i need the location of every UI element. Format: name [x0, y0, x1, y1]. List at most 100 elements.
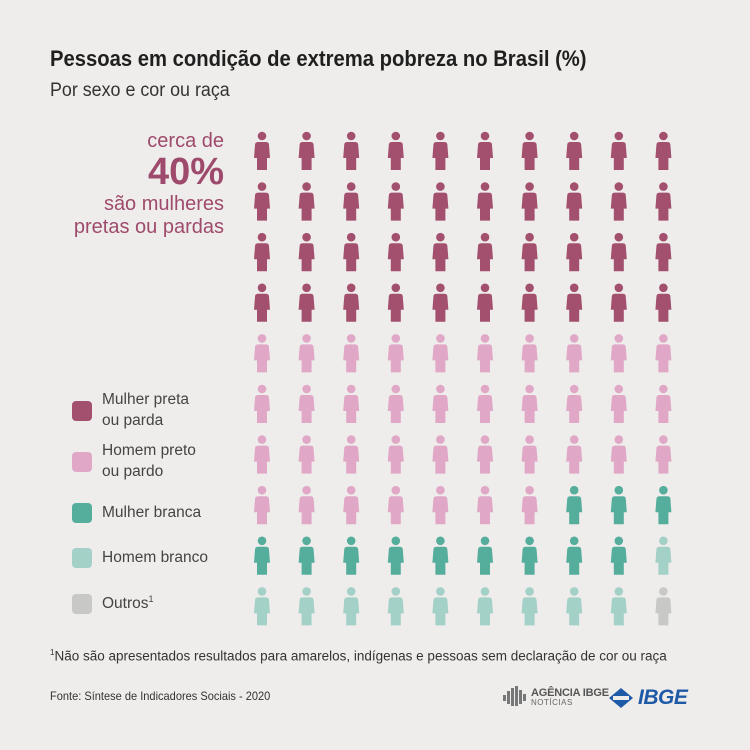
person-icon	[387, 131, 404, 170]
person-icon	[432, 587, 449, 626]
person-icon	[566, 384, 583, 423]
person-icon	[477, 384, 493, 423]
person-icon	[387, 384, 404, 423]
legend-swatch	[72, 400, 92, 421]
person-icon	[254, 435, 270, 474]
person-icon	[521, 283, 538, 322]
person-icon	[387, 334, 404, 373]
person-icon	[477, 536, 493, 575]
person-icon	[655, 283, 672, 322]
person-icon	[343, 536, 360, 575]
person-icon	[343, 384, 360, 423]
legend-label: Mulher branca	[102, 504, 202, 521]
person-icon	[432, 131, 449, 170]
person-icon	[655, 587, 672, 626]
source-note: Fonte: Síntese de Indicadores Sociais - …	[50, 689, 271, 703]
legend-item-outros: Outros1	[72, 593, 154, 615]
person-icon	[566, 485, 583, 525]
agencia-logo-line1: AGÊNCIA IBGE	[531, 686, 609, 699]
person-icon	[432, 536, 449, 575]
ibge-logo: IBGE	[607, 686, 688, 710]
callout-line4: pretas ou pardas	[73, 215, 224, 238]
person-icon	[432, 182, 449, 221]
person-icon	[610, 334, 627, 373]
person-icon	[477, 587, 493, 626]
callout-line3: são mulheres	[103, 192, 224, 215]
agencia-ibge-logo: AGÊNCIA IBGE NOTÍCIAS	[503, 686, 609, 708]
person-icon	[298, 182, 315, 221]
person-icon	[655, 485, 672, 525]
person-icon	[298, 283, 315, 322]
person-icon	[566, 435, 583, 474]
legend-swatch	[72, 594, 92, 615]
person-icon	[254, 283, 270, 322]
legend-label: Mulher preta ou parda	[102, 391, 190, 429]
person-icon	[610, 485, 627, 525]
person-icon	[387, 232, 404, 272]
ibge-logo-text: IBGE	[638, 686, 688, 709]
person-icon	[610, 182, 627, 221]
person-icon	[387, 283, 404, 322]
person-icon	[477, 435, 493, 474]
person-icon	[432, 334, 449, 373]
person-icon	[254, 232, 270, 272]
footnote: 1Não são apresentados resultados para am…	[50, 648, 667, 664]
icon-array-chart	[254, 131, 672, 626]
ibge-logo-icon	[609, 688, 633, 708]
person-icon	[298, 131, 315, 170]
person-icon	[566, 283, 583, 322]
person-icon	[432, 283, 449, 322]
person-icon	[521, 232, 538, 272]
person-icon	[610, 232, 627, 272]
person-icon	[254, 334, 270, 373]
person-icon	[343, 232, 360, 272]
person-icon	[521, 435, 538, 474]
person-icon	[432, 435, 449, 474]
person-icon	[477, 182, 493, 221]
person-icon	[610, 536, 627, 575]
person-icon	[343, 182, 360, 221]
legend-label: Outros1	[102, 594, 154, 613]
person-icon	[298, 587, 315, 626]
person-icon	[254, 587, 270, 626]
legend-swatch	[72, 451, 92, 472]
person-icon	[477, 485, 493, 525]
person-icon	[566, 334, 583, 373]
person-icon	[521, 334, 538, 373]
person-icon	[521, 587, 538, 626]
person-icon	[566, 232, 583, 272]
legend-swatch	[72, 548, 92, 569]
person-icon	[343, 283, 360, 322]
person-icon	[254, 536, 270, 575]
legend-label: Homem preto ou pardo	[102, 442, 196, 480]
person-icon	[655, 435, 672, 474]
person-icon	[387, 485, 404, 525]
page-subtitle: Por sexo e cor ou raça	[50, 80, 230, 101]
person-icon	[477, 283, 493, 322]
legend-item-homem-branco: Homem branco	[72, 548, 208, 569]
person-icon	[610, 435, 627, 474]
person-icon	[477, 232, 493, 272]
person-icon	[566, 131, 583, 170]
person-icon	[343, 131, 360, 170]
person-icon	[254, 485, 270, 525]
person-icon	[254, 384, 270, 423]
person-icon	[610, 384, 627, 423]
person-icon	[432, 485, 449, 525]
person-icon	[521, 384, 538, 423]
person-icon	[610, 587, 627, 626]
person-icon	[343, 334, 360, 373]
person-icon	[387, 182, 404, 221]
person-icon	[254, 131, 270, 170]
person-icon	[521, 131, 538, 170]
person-icon	[432, 232, 449, 272]
person-icon	[521, 536, 538, 575]
person-icon	[610, 283, 627, 322]
legend-swatch	[72, 503, 92, 524]
legend-label: Homem branco	[102, 549, 208, 566]
person-icon	[566, 587, 583, 626]
person-icon	[655, 536, 672, 575]
person-icon	[655, 182, 672, 221]
person-icon	[655, 131, 672, 170]
person-icon	[298, 384, 315, 423]
